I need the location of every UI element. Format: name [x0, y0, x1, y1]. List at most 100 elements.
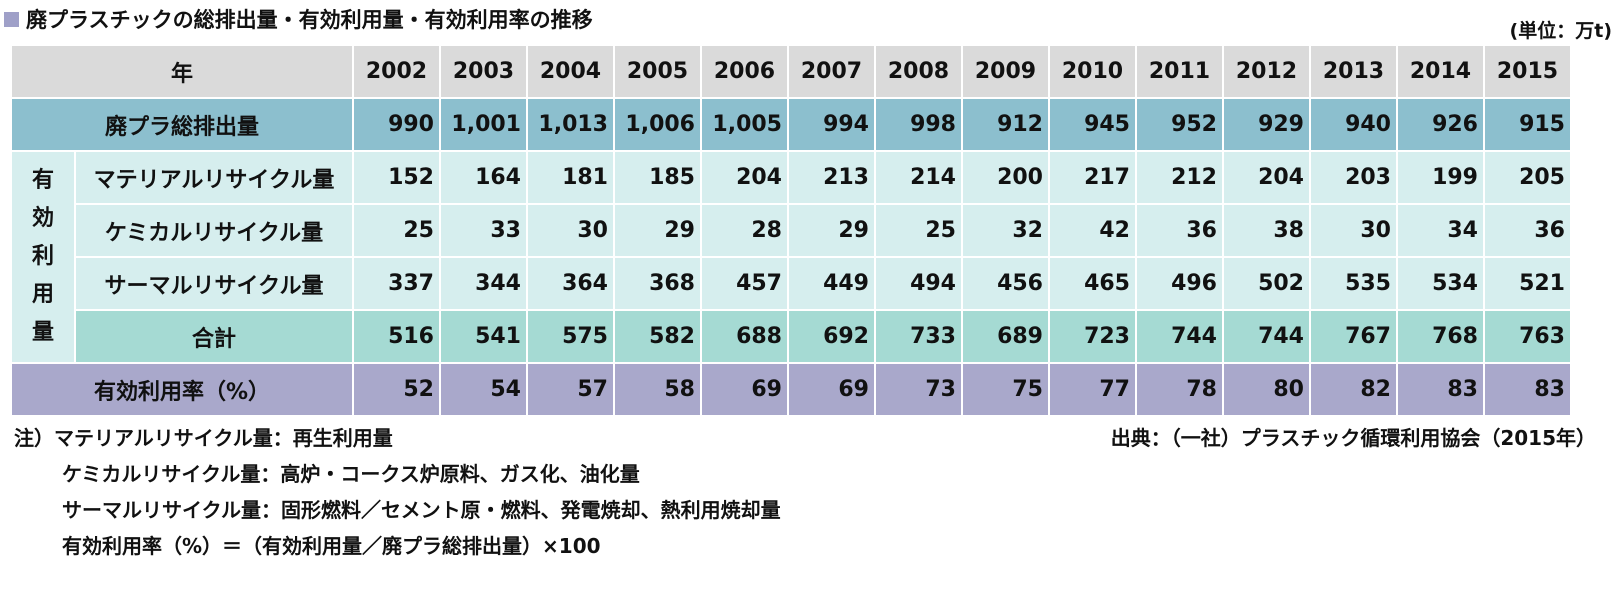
value-cell: 1,006	[613, 97, 702, 152]
row-label: 有効利用率（%）	[10, 362, 354, 417]
year-header-cell: 2011	[1135, 44, 1224, 99]
value-cell: 494	[874, 256, 963, 311]
value-cell: 77	[1048, 362, 1137, 417]
year-header-cell: 2005	[613, 44, 702, 99]
value-cell: 457	[700, 256, 789, 311]
year-header-cell: 2002	[352, 44, 441, 99]
value-cell: 30	[1309, 203, 1398, 258]
value-cell: 181	[526, 150, 615, 205]
value-cell: 25	[352, 203, 441, 258]
value-cell: 940	[1309, 97, 1398, 152]
value-cell: 82	[1309, 362, 1398, 417]
value-cell: 926	[1396, 97, 1485, 152]
value-cell: 496	[1135, 256, 1224, 311]
table-row: ケミカルリサイクル量 25 33 30 29 28 29 25 32 42 36 38 30 34 36	[11, 203, 1572, 258]
value-cell: 733	[874, 309, 963, 364]
value-cell: 58	[613, 362, 702, 417]
table-row: 有効利用量マテリアルリサイクル量 152 164 181 185 204 213 214 200…	[10, 150, 1572, 364]
value-cell: 30	[526, 203, 615, 258]
note-line-2: ケミカルリサイクル量：高炉・コークス炉原料、ガス化、油化量	[62, 462, 640, 486]
notes: 注）マテリアルリサイクル量：再生利用量 ケミカルリサイクル量：高炉・コークス炉原…	[14, 420, 781, 564]
table-row: 廃プラ総排出量 990 1,001 1,013 1,006 1,005 994 998 912 9…	[10, 97, 1572, 152]
value-cell: 83	[1483, 362, 1572, 417]
value-cell: 688	[700, 309, 789, 364]
data-table: 年 2002 2003 2004 2005 2006 2007 2008 2009 2010 201…	[10, 44, 1572, 417]
value-cell: 152	[352, 150, 441, 205]
source-citation: 出典：（一社）プラスチック循環利用協会（2015年）	[1110, 426, 1596, 450]
value-cell: 29	[787, 203, 876, 258]
value-cell: 28	[700, 203, 789, 258]
value-cell: 205	[1483, 150, 1572, 205]
value-cell: 25	[874, 203, 963, 258]
group-label-char: 効	[31, 206, 54, 231]
value-cell: 78	[1135, 362, 1224, 417]
row-label: 合計	[74, 309, 354, 364]
year-header-cell: 2013	[1309, 44, 1398, 99]
value-cell: 465	[1048, 256, 1137, 311]
year-header-cell: 2014	[1396, 44, 1485, 99]
group-label-char: 用	[31, 282, 54, 307]
value-cell: 73	[874, 362, 963, 417]
value-cell: 912	[961, 97, 1050, 152]
value-cell: 33	[439, 203, 528, 258]
value-cell: 34	[1396, 203, 1485, 258]
note-line-1: 注）マテリアルリサイクル量：再生利用量	[14, 426, 393, 450]
value-cell: 344	[439, 256, 528, 311]
value-cell: 164	[439, 150, 528, 205]
value-cell: 69	[787, 362, 876, 417]
value-cell: 29	[613, 203, 702, 258]
value-cell: 36	[1135, 203, 1224, 258]
year-header-cell: 2007	[787, 44, 876, 99]
group-label-char: 利	[31, 244, 54, 269]
row-label: 廃プラ総排出量	[10, 97, 354, 152]
value-cell: 692	[787, 309, 876, 364]
value-cell: 952	[1135, 97, 1224, 152]
group-label-vertical: 有効利用量	[10, 150, 76, 364]
year-header-cell: 2006	[700, 44, 789, 99]
value-cell: 929	[1222, 97, 1311, 152]
value-cell: 54	[439, 362, 528, 417]
value-cell: 80	[1222, 362, 1311, 417]
value-cell: 541	[439, 309, 528, 364]
header-row: 年 2002 2003 2004 2005 2006 2007 2008 2009 2010 201…	[10, 44, 1572, 99]
value-cell: 575	[526, 309, 615, 364]
value-cell: 200	[961, 150, 1050, 205]
group-label-char: 有	[31, 168, 54, 193]
note-line-4: 有効利用率（%）＝（有効利用量／廃プラ総排出量）×100	[62, 534, 601, 558]
title-square-icon	[4, 11, 19, 27]
value-cell: 214	[874, 150, 963, 205]
value-cell: 38	[1222, 203, 1311, 258]
value-cell: 723	[1048, 309, 1137, 364]
note-line-3: サーマルリサイクル量：固形燃料／セメント原・燃料、発電焼却、熱利用焼却量	[62, 498, 781, 522]
value-cell: 1,005	[700, 97, 789, 152]
value-cell: 582	[613, 309, 702, 364]
value-cell: 204	[700, 150, 789, 205]
value-cell: 456	[961, 256, 1050, 311]
year-header-cell: 2009	[961, 44, 1050, 99]
value-cell: 199	[1396, 150, 1485, 205]
value-cell: 998	[874, 97, 963, 152]
value-cell: 212	[1135, 150, 1224, 205]
value-cell: 502	[1222, 256, 1311, 311]
value-cell: 57	[526, 362, 615, 417]
value-cell: 203	[1309, 150, 1398, 205]
title-text: 廃プラスチックの総排出量・有効利用量・有効利用率の推移	[26, 8, 593, 32]
value-cell: 744	[1135, 309, 1224, 364]
value-cell: 945	[1048, 97, 1137, 152]
value-cell: 42	[1048, 203, 1137, 258]
value-cell: 516	[352, 309, 441, 364]
value-cell: 521	[1483, 256, 1572, 311]
value-cell: 535	[1309, 256, 1398, 311]
value-cell: 204	[1222, 150, 1311, 205]
group-label-char: 量	[31, 320, 54, 345]
row-label: ケミカルリサイクル量	[74, 203, 354, 258]
table-row: サーマルリサイクル量 337 344 364 368 457 449 494 456 465 496…	[11, 256, 1572, 311]
table-row: 有効利用率（%） 52 54 57 58 69 69 73 75 77 78 80 82 83 83	[10, 362, 1572, 417]
value-cell: 364	[526, 256, 615, 311]
value-cell: 768	[1396, 309, 1485, 364]
year-header-label: 年	[10, 44, 354, 99]
table-row: 合計 516 541 575 582 688 692 733 689 723 744 744 767 76…	[11, 309, 1572, 364]
value-cell: 534	[1396, 256, 1485, 311]
value-cell: 915	[1483, 97, 1572, 152]
value-cell: 1,001	[439, 97, 528, 152]
